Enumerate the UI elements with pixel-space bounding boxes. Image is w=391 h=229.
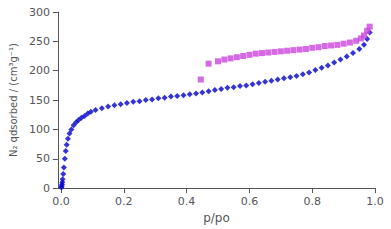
svg-text:0: 0: [43, 182, 50, 195]
svg-text:0.2: 0.2: [115, 195, 133, 208]
svg-text:250: 250: [29, 35, 50, 48]
svg-text:0.0: 0.0: [52, 195, 70, 208]
svg-text:0.6: 0.6: [241, 195, 259, 208]
svg-text:150: 150: [29, 94, 50, 107]
svg-text:50: 50: [36, 152, 50, 165]
svg-text:0.4: 0.4: [178, 195, 196, 208]
svg-text:1.0: 1.0: [366, 195, 384, 208]
svg-text:100: 100: [29, 123, 50, 136]
svg-text:N₂ qdsorbed / (cm³g⁻¹): N₂ qdsorbed / (cm³g⁻¹): [8, 43, 19, 157]
svg-text:200: 200: [29, 64, 50, 77]
svg-text:0.8: 0.8: [303, 195, 321, 208]
svg-text:300: 300: [29, 6, 50, 19]
svg-text:p/po: p/po: [203, 211, 230, 225]
